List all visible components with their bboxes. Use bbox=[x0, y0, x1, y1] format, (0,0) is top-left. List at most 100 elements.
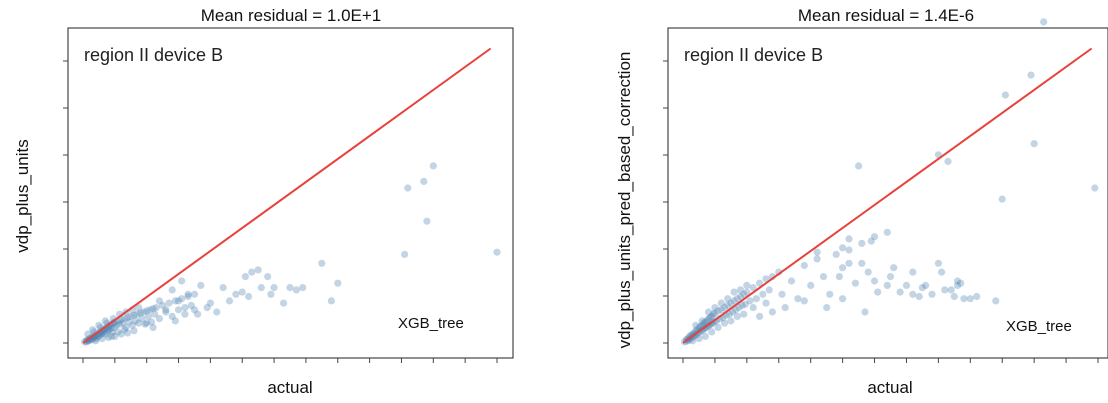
left-data-point bbox=[171, 297, 179, 305]
left-data-point bbox=[171, 317, 179, 325]
right-data-point bbox=[724, 301, 732, 309]
right-data-point bbox=[714, 323, 722, 332]
right-data-point bbox=[704, 308, 713, 316]
left-data-point bbox=[111, 332, 119, 340]
left-data-point bbox=[135, 304, 143, 312]
right-annotation: region II device B bbox=[684, 45, 823, 65]
left-data-point bbox=[264, 273, 272, 281]
left-data-point bbox=[197, 281, 205, 289]
left-data-point bbox=[159, 301, 167, 309]
right-data-point bbox=[819, 273, 828, 281]
right-data-point bbox=[861, 308, 869, 316]
left-data-point bbox=[125, 318, 133, 326]
left-data-point bbox=[95, 321, 103, 329]
right-data-point bbox=[902, 281, 911, 289]
left-data-point bbox=[232, 290, 240, 298]
left-data-point bbox=[136, 309, 144, 317]
left-data-point bbox=[135, 319, 143, 327]
right-data-point bbox=[870, 233, 879, 241]
right-data-point bbox=[752, 295, 761, 303]
right-data-point bbox=[759, 290, 767, 298]
left-data-point bbox=[144, 312, 152, 320]
right-data-point bbox=[781, 304, 789, 312]
left-data-point bbox=[299, 284, 307, 292]
left-data-point bbox=[238, 288, 246, 296]
left-data-point bbox=[267, 290, 275, 298]
left-data-point bbox=[152, 304, 160, 312]
left-data-point bbox=[149, 305, 157, 313]
left-data-point bbox=[151, 310, 159, 318]
left-data-point bbox=[108, 328, 116, 336]
left-data-point bbox=[254, 266, 262, 274]
right-data-point bbox=[701, 332, 709, 340]
left-data-point bbox=[155, 297, 163, 305]
left-panel: Mean residual = 1.0E+1 actual vdp_plus_u… bbox=[13, 6, 514, 397]
right-data-point bbox=[800, 297, 808, 305]
left-data-point bbox=[116, 320, 124, 328]
left-data-point bbox=[94, 332, 102, 340]
right-data-point bbox=[858, 259, 866, 267]
left-data-point bbox=[143, 307, 151, 315]
left-data-point bbox=[165, 299, 173, 307]
left-data-point bbox=[119, 319, 127, 327]
right-data-point bbox=[736, 286, 745, 294]
left-data-point bbox=[139, 308, 148, 316]
right-data-point bbox=[950, 292, 958, 301]
left-data-point bbox=[122, 323, 130, 332]
right-data-point bbox=[918, 284, 927, 292]
right-data-point bbox=[724, 295, 732, 303]
left-data-point bbox=[128, 321, 136, 329]
right-data-point bbox=[749, 304, 757, 312]
right-data-point bbox=[839, 264, 847, 272]
right-data-point bbox=[787, 277, 796, 285]
right-data-point bbox=[886, 273, 895, 281]
right-data-point bbox=[998, 195, 1006, 203]
left-data-point bbox=[429, 162, 437, 170]
left-data-point bbox=[219, 284, 227, 292]
right-data-point bbox=[915, 292, 923, 301]
left-data-point bbox=[286, 284, 294, 292]
right-data-point bbox=[890, 264, 898, 272]
right-data-point bbox=[953, 281, 962, 289]
left-axis-ticks bbox=[63, 60, 498, 363]
right-data-point bbox=[743, 288, 751, 296]
right-data-point bbox=[728, 308, 737, 316]
left-data-point bbox=[105, 326, 113, 334]
right-x-axis-label: actual bbox=[867, 378, 912, 397]
right-data-point bbox=[756, 279, 764, 287]
left-y-axis-label: vdp_plus_units bbox=[13, 139, 32, 252]
right-data-point bbox=[794, 295, 802, 303]
left-data-point bbox=[84, 330, 92, 338]
left-model-label: XGB_tree bbox=[398, 315, 464, 332]
left-data-point bbox=[178, 295, 186, 303]
left-data-point bbox=[245, 292, 253, 301]
left-data-point bbox=[124, 329, 132, 337]
left-data-point bbox=[102, 330, 110, 338]
right-data-point bbox=[928, 290, 936, 298]
right-data-point bbox=[839, 295, 847, 303]
left-data-point bbox=[120, 315, 128, 323]
right-data-point bbox=[922, 281, 930, 289]
left-data-point bbox=[131, 317, 140, 325]
right-data-point bbox=[730, 288, 738, 296]
right-data-point bbox=[725, 310, 733, 318]
left-reference-line bbox=[82, 47, 492, 344]
right-data-point bbox=[973, 292, 981, 301]
right-data-point bbox=[953, 277, 962, 285]
right-data-point bbox=[823, 304, 831, 312]
left-data-point bbox=[248, 268, 256, 276]
left-data-point bbox=[112, 321, 120, 329]
left-data-point bbox=[225, 297, 234, 305]
right-data-point bbox=[909, 268, 917, 276]
left-data-point bbox=[194, 310, 202, 318]
right-data-point bbox=[870, 277, 879, 285]
left-data-point bbox=[493, 248, 501, 256]
right-data-point bbox=[1027, 71, 1035, 79]
left-data-point bbox=[120, 326, 128, 334]
left-data-point bbox=[270, 284, 278, 292]
left-data-point bbox=[104, 322, 113, 330]
right-data-point bbox=[800, 261, 808, 270]
left-data-point bbox=[181, 310, 189, 318]
right-data-point bbox=[709, 310, 717, 318]
